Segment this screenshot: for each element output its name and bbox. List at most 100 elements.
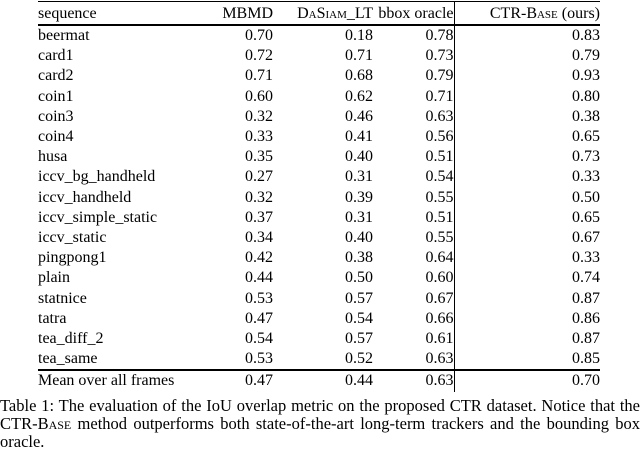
value-cell: 0.70: [245, 27, 273, 44]
table-row: tea_same 0.53 0.52 0.63 0.85: [38, 349, 600, 371]
sequence-cell: card1: [38, 47, 74, 65]
value-cell: 0.63: [425, 107, 454, 125]
sequence-cell: pingpong1: [38, 249, 107, 267]
value-cell: 0.71: [245, 67, 273, 85]
value-cell: 0.86: [453, 308, 600, 330]
value-cell: 0.41: [345, 128, 373, 146]
value-cell: 0.65: [453, 207, 600, 229]
table-row: iccv_bg_handheld 0.27 0.31 0.54 0.33: [38, 167, 600, 188]
value-cell: 0.32: [245, 188, 273, 206]
table-row: beermat 0.70 0.18 0.78 0.83: [38, 25, 600, 47]
sequence-cell: Mean over all frames: [38, 369, 208, 392]
value-cell: 0.57: [345, 330, 373, 348]
value-cell: 0.47: [245, 309, 273, 327]
table-row: coin1 0.60 0.62 0.71 0.80: [38, 86, 600, 107]
value-cell: 0.33: [453, 167, 600, 188]
sequence-cell: iccv_static: [38, 229, 107, 247]
table-row: card2 0.71 0.68 0.79 0.93: [38, 66, 600, 87]
value-cell: 0.83: [453, 25, 600, 47]
table-row: iccv_handheld 0.32 0.39 0.55 0.50: [38, 187, 600, 208]
value-cell: 0.32: [245, 107, 273, 125]
value-cell: 0.62: [345, 87, 373, 105]
value-cell: 0.54: [245, 330, 273, 348]
sequence-cell: coin4: [38, 128, 74, 146]
value-cell: 0.67: [453, 228, 600, 249]
value-cell: 0.72: [245, 47, 273, 65]
value-cell: 0.68: [345, 67, 373, 85]
sequence-cell: plain: [38, 269, 70, 287]
sequence-cell: coin3: [38, 107, 74, 125]
table-row: plain 0.44 0.50 0.60 0.74: [38, 268, 600, 289]
value-cell: 0.71: [345, 47, 373, 65]
table-caption: Table 1: The evaluation of the IoU overl…: [0, 395, 640, 451]
value-cell: 0.38: [345, 249, 373, 267]
table-row: iccv_static 0.34 0.40 0.55 0.67: [38, 228, 600, 249]
value-cell: 0.73: [425, 47, 454, 65]
value-cell: 0.42: [245, 249, 273, 267]
header-row: sequence MBMD DaSiam_LT bbox oracle CTR-…: [38, 1, 600, 26]
value-cell: 0.35: [245, 148, 273, 166]
column-header-ctr-base: CTR-Base (ours): [453, 1, 600, 26]
sequence-cell: husa: [38, 148, 68, 166]
table-header: sequence MBMD DaSiam_LT bbox oracle CTR-…: [38, 1, 600, 26]
sequence-cell: coin1: [38, 87, 74, 105]
sequence-cell: iccv_bg_handheld: [38, 168, 156, 186]
value-cell: 0.40: [345, 229, 373, 247]
ours-label: (ours): [561, 5, 600, 22]
value-cell: 0.79: [453, 46, 600, 67]
value-cell: 0.44: [245, 269, 273, 287]
value-cell: 0.79: [425, 67, 454, 85]
table-row: pingpong1 0.42 0.38 0.64 0.33: [38, 248, 600, 269]
value-cell: 0.34: [245, 229, 273, 247]
caption-text-end: method outperforms both state-of-the-art…: [0, 414, 640, 451]
value-cell: 0.52: [345, 350, 373, 368]
value-cell: 0.38: [453, 106, 600, 128]
value-cell: 0.18: [345, 27, 373, 44]
value-cell: 0.60: [425, 269, 454, 287]
ctr-base-label: CTR-Base: [489, 5, 558, 22]
value-cell: 0.56: [425, 128, 454, 146]
value-cell: 0.78: [425, 27, 454, 44]
value-cell: 0.63: [373, 369, 454, 392]
value-cell: 0.57: [345, 289, 373, 307]
value-cell: 0.51: [425, 148, 454, 166]
value-cell: 0.80: [453, 86, 600, 107]
value-cell: 0.54: [345, 309, 373, 327]
value-cell: 0.74: [453, 268, 600, 289]
value-cell: 0.47: [208, 369, 273, 392]
sequence-cell: tea_same: [38, 350, 98, 368]
table-row: card1 0.72 0.71 0.73 0.79: [38, 46, 600, 67]
table-row: coin3 0.32 0.46 0.63 0.38: [38, 106, 600, 128]
value-cell: 0.50: [345, 269, 373, 287]
table-row: tatra 0.47 0.54 0.66 0.86: [38, 308, 600, 330]
value-cell: 0.61: [425, 330, 454, 348]
table-row: tea_diff_2 0.54 0.57 0.61 0.87: [38, 329, 600, 350]
value-cell: 0.85: [453, 349, 600, 371]
value-cell: 0.53: [245, 289, 273, 307]
sequence-cell: iccv_handheld: [38, 188, 132, 206]
value-cell: 0.46: [345, 107, 373, 125]
sequence-cell: tea_diff_2: [38, 330, 104, 348]
table-row: statnice 0.53 0.57 0.67 0.87: [38, 288, 600, 309]
column-header-sequence: sequence: [38, 1, 208, 26]
value-cell: 0.65: [453, 127, 600, 148]
value-cell: 0.55: [425, 188, 454, 206]
sequence-cell: tatra: [38, 309, 67, 327]
caption-text-start: Table 1: The evaluation of the IoU overl…: [0, 395, 640, 415]
value-cell: 0.55: [425, 229, 454, 247]
value-cell: 0.54: [425, 168, 454, 186]
value-cell: 0.87: [453, 288, 600, 309]
value-cell: 0.33: [245, 128, 273, 146]
value-cell: 0.71: [425, 87, 454, 105]
value-cell: 0.37: [245, 208, 273, 226]
value-cell: 0.39: [345, 188, 373, 206]
value-cell: 0.31: [345, 208, 373, 226]
table-row: husa 0.35 0.40 0.51 0.73: [38, 147, 600, 168]
column-header-bbox-oracle: bbox oracle: [373, 1, 454, 26]
value-cell: 0.53: [245, 350, 273, 368]
value-cell: 0.50: [453, 187, 600, 208]
column-header-mbmd: MBMD: [208, 1, 273, 26]
value-cell: 0.44: [273, 369, 373, 392]
caption-ctr-base: CTR-Base: [0, 414, 72, 434]
value-cell: 0.87: [453, 329, 600, 350]
